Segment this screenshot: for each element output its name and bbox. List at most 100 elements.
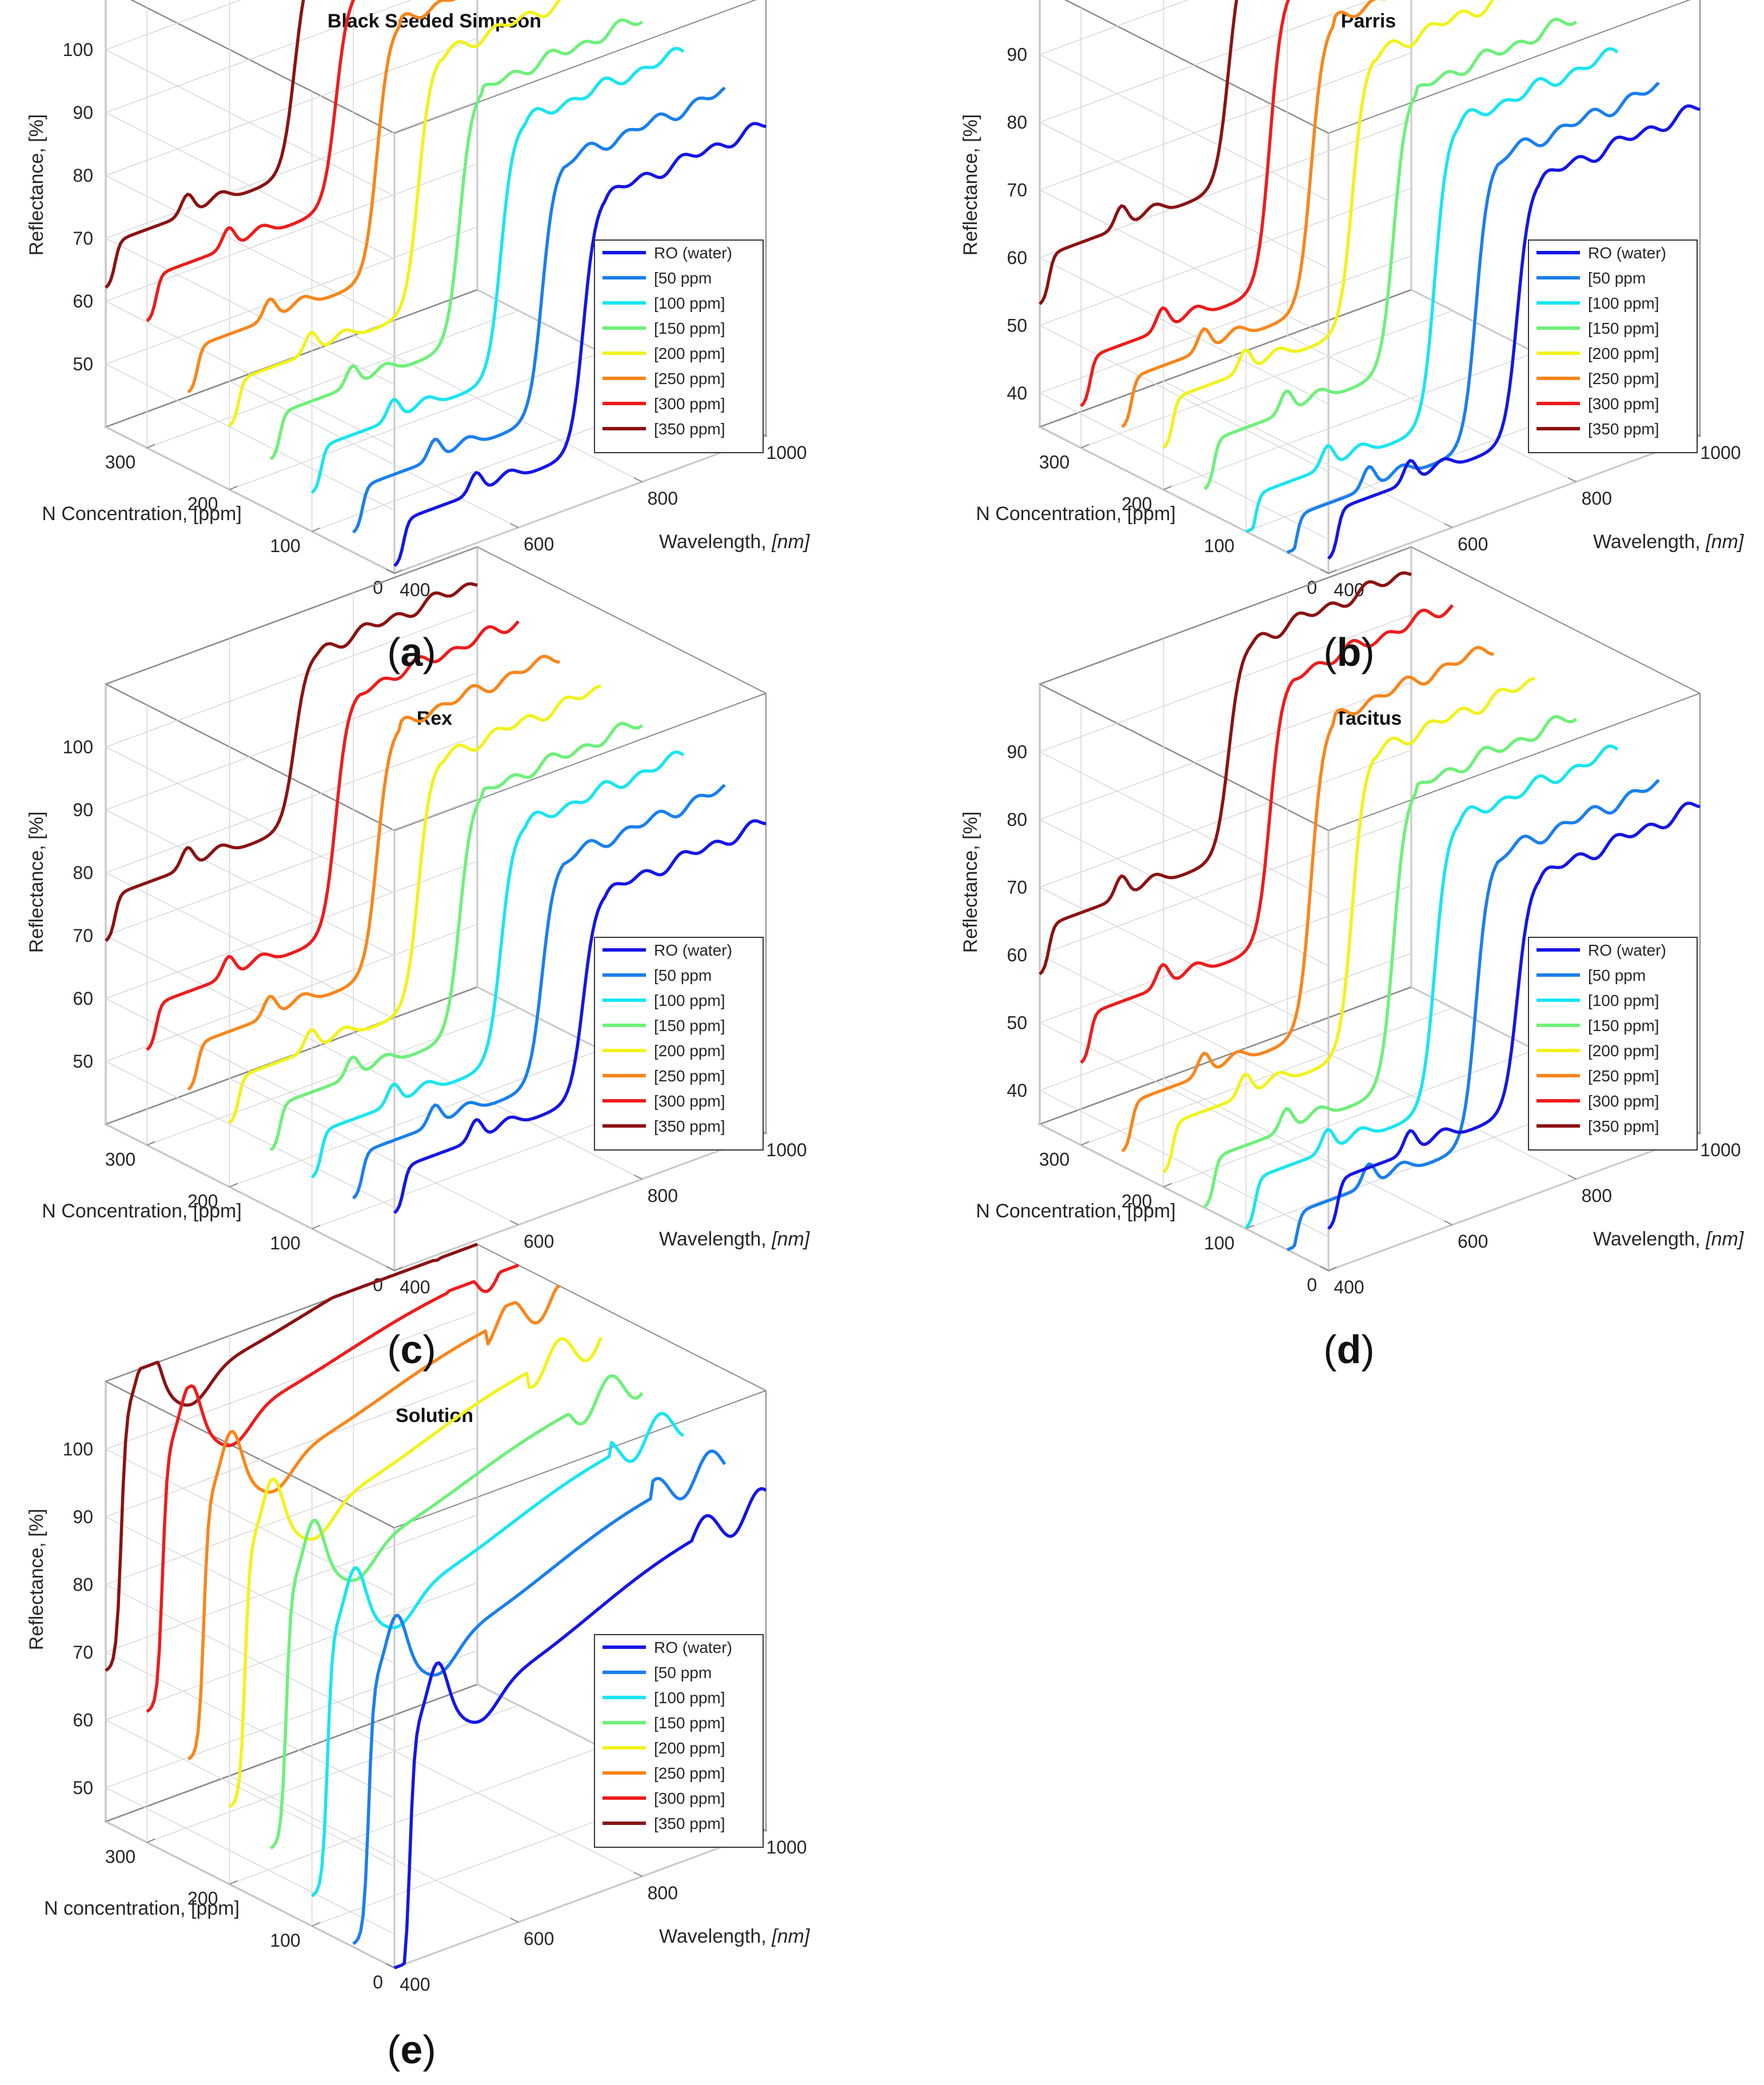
y-tick (1080, 1141, 1089, 1146)
legend-label: [100 ppm] (654, 1689, 725, 1707)
legend-label: [50 ppm (654, 966, 712, 984)
y-tick-label: 300 (105, 1847, 135, 1867)
y-tick-label: 0 (1307, 1275, 1317, 1295)
x-axis-label: Wavelength, [nm] (1593, 1228, 1745, 1250)
legend-label: RO (water) (1588, 941, 1666, 959)
panel-2: 400 600 800 1000 0 100 200 300 50 60 70 80 90 100 Wave… (26, 546, 811, 1297)
z-tick-label: 80 (1007, 809, 1027, 830)
series-line (146, 1264, 520, 1713)
y-axis-label: N Concentration, [ppm] (42, 1200, 242, 1222)
legend-label: [300 ppm] (1588, 1092, 1659, 1110)
series-line (187, 654, 560, 1091)
series-line (393, 819, 767, 1215)
legend-label: [250 ppm] (654, 370, 725, 388)
back-wall (105, 0, 478, 428)
x-tick (1320, 1266, 1329, 1271)
chart-title: Rex (417, 708, 452, 729)
x-tick (1444, 523, 1453, 528)
y-tick (146, 444, 155, 449)
grid-line-x (105, 1381, 395, 1968)
x-tick (386, 1963, 395, 1968)
grid-line-z (105, 798, 478, 1083)
grid-line-y (311, 1485, 684, 1927)
x-tick (510, 1220, 519, 1225)
legend-label: RO (water) (654, 941, 732, 959)
grid-line-z (1039, 0, 1329, 202)
legend-label: [200 ppm] (1588, 345, 1659, 362)
grid-line-z (105, 1379, 478, 1664)
grid-line-y (229, 49, 601, 490)
series-line (393, 122, 767, 568)
x-tick-label: 400 (1334, 1277, 1364, 1297)
grid-line-z (1039, 614, 1412, 899)
x-tick (386, 569, 395, 574)
series-line (1286, 778, 1660, 1251)
x-tick-label: 800 (1582, 488, 1612, 509)
legend-label: [50 ppm (654, 1664, 712, 1681)
grid-line-z (1039, 817, 1412, 1102)
legend-label: [150 ppm] (1588, 1017, 1659, 1034)
x-tick-label: 800 (648, 1883, 678, 1903)
series-line (310, 46, 685, 494)
series-line (1121, 0, 1387, 429)
side-wall (105, 682, 396, 1272)
legend-label: RO (water) (654, 1639, 732, 1656)
z-tick-label: 60 (73, 1709, 93, 1730)
legend-label: [200 ppm] (654, 1042, 725, 1060)
legend-label: [200 ppm] (654, 345, 725, 362)
y-tick (1163, 485, 1172, 490)
y-tick-label: 0 (373, 1275, 383, 1295)
grid-line-z (105, 0, 412, 259)
legend-label: [100 ppm] (654, 294, 725, 312)
x-tick (1444, 1220, 1453, 1225)
y-tick-label: 200 (187, 1888, 218, 1909)
grid-line-x (353, 1290, 642, 1877)
series-line (105, 582, 478, 942)
z-axis-label: Reflectance, [%] (960, 812, 981, 953)
x-tick-label: 600 (524, 534, 554, 554)
z-tick-label: 90 (1007, 44, 1027, 65)
series-line (1080, 0, 1290, 408)
grid-line-z (1039, 0, 1372, 269)
z-tick-label: 70 (1007, 877, 1027, 897)
right-top-edge (477, 1244, 767, 1391)
grid-line-z (105, 1650, 478, 1935)
z-tick-label: 60 (73, 291, 93, 311)
legend-label: [250 ppm] (654, 1067, 725, 1085)
z-tick-label: 70 (73, 1642, 93, 1663)
y-tick-label: 0 (1307, 577, 1317, 598)
y-tick-label: 300 (1039, 452, 1069, 473)
grid-line-y (1245, 91, 1618, 533)
legend-label: [350 ppm] (1588, 1117, 1659, 1135)
y-tick-label: 300 (105, 452, 135, 473)
series-line (1327, 104, 1701, 560)
y-axis-label: N concentration, [ppm] (44, 1898, 240, 1919)
x-tick (1320, 569, 1329, 574)
series-line (310, 750, 685, 1179)
legend-box (594, 239, 764, 453)
series-line (1203, 714, 1578, 1208)
legend-label: [250 ppm] (654, 1764, 725, 1782)
x-tick (633, 1872, 642, 1877)
y-tick-label: 0 (373, 577, 383, 598)
grid-line-y (311, 91, 684, 533)
z-tick-label: 90 (73, 102, 93, 123)
legend-label: [50 ppm (1588, 269, 1646, 287)
grid-line-x (1287, 0, 1577, 482)
grid-line-z (1039, 120, 1412, 405)
y-tick (1163, 1183, 1172, 1188)
y-tick (146, 1141, 155, 1146)
legend-label: [150 ppm] (654, 1017, 725, 1034)
series-line (352, 784, 726, 1200)
series-line (1245, 47, 1619, 533)
grid-line-z (1039, 255, 1412, 540)
series-line (1080, 604, 1454, 1064)
side-wall (1039, 0, 1330, 575)
panel-label: (c) (387, 1327, 436, 1372)
series-line (394, 1487, 767, 1970)
grid-line-z (1039, 885, 1412, 1170)
front-top-edge (394, 693, 767, 831)
y-tick-label: 200 (187, 1191, 218, 1212)
grid-line-z (105, 163, 478, 448)
